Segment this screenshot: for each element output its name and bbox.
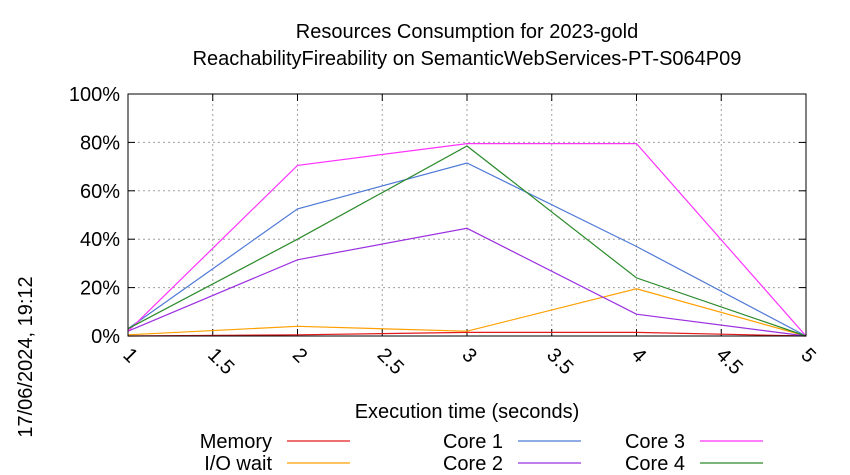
- y-tick-label: 40%: [80, 229, 120, 251]
- chart-subtitle: ReachabilityFireability on SemanticWebSe…: [193, 48, 742, 70]
- legend-label: Core 1: [443, 431, 503, 453]
- y-axis-ticks: 0% 20% 40% 60% 80% 100%: [69, 84, 806, 348]
- x-tick-label: 2.5: [373, 344, 408, 379]
- series-line-core-4: [127, 145, 807, 337]
- legend-label: Core 4: [625, 453, 685, 475]
- x-tick-label: 1.5: [203, 344, 238, 379]
- plot-frame: [127, 93, 807, 337]
- y-tick-label: 60%: [80, 181, 120, 203]
- x-tick-label: 4.5: [712, 344, 747, 379]
- y-tick-label: 100%: [69, 84, 120, 106]
- x-tick-label: 3: [457, 344, 480, 367]
- y-tick-label: 80%: [80, 132, 120, 154]
- chart-title: Resources Consumption for 2023-gold: [296, 21, 638, 43]
- x-tick-label: 1: [118, 344, 141, 367]
- y-tick-label: 0%: [91, 326, 120, 348]
- series-line-i-o-wait: [127, 288, 807, 337]
- x-axis-label: Execution time (seconds): [355, 401, 580, 423]
- series-line-core-1: [127, 162, 807, 337]
- timestamp: 17/06/2024, 19:12: [15, 276, 37, 437]
- legend-label: Core 2: [443, 453, 503, 475]
- x-tick-label: 5: [796, 344, 819, 367]
- legend-label: I/O wait: [204, 453, 272, 475]
- x-tick-label: 3.5: [542, 344, 577, 379]
- series-line-core-3: [127, 143, 807, 337]
- x-tick-label: 4: [627, 344, 650, 367]
- series-line-core-2: [127, 227, 807, 337]
- legend-label: Memory: [200, 431, 272, 453]
- series-lines: [127, 143, 807, 337]
- x-tick-label: 2: [288, 344, 311, 367]
- series-line-memory: [127, 331, 807, 337]
- grid-lines: [128, 94, 806, 336]
- y-tick-label: 20%: [80, 278, 120, 300]
- legend-label: Core 3: [625, 431, 685, 453]
